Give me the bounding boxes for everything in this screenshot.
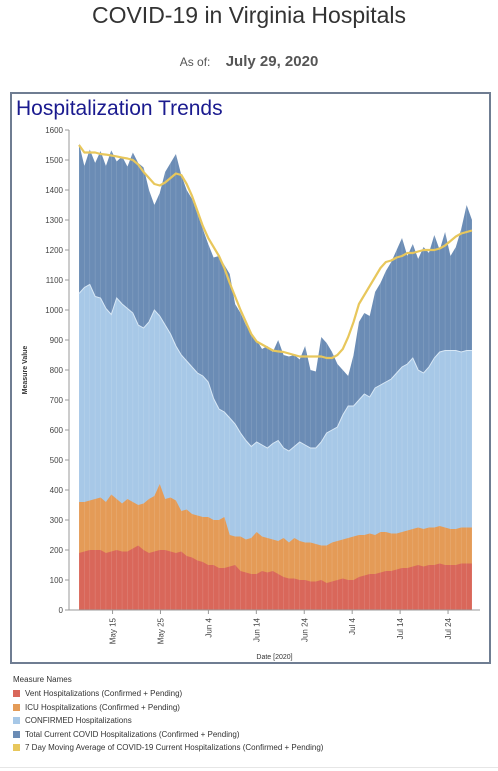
legend-title: Measure Names: [13, 675, 72, 684]
legend-item-icu[interactable]: ICU Hospitalizations (Confirmed + Pendin…: [13, 701, 323, 715]
y-tick-label: 1300: [45, 216, 63, 225]
legend-swatch: [13, 717, 20, 725]
y-tick-label: 100: [50, 576, 64, 585]
y-tick-label: 700: [50, 396, 64, 405]
y-tick-label: 400: [50, 486, 64, 495]
legend-swatch: [13, 690, 20, 698]
panel-title: Hospitalization Trends: [16, 97, 223, 120]
y-tick-label: 1600: [45, 126, 63, 135]
y-tick-label: 1000: [45, 306, 63, 315]
y-tick-label: 500: [50, 456, 64, 465]
y-axis-title: Measure Value: [22, 346, 29, 395]
x-tick-label: May 25: [156, 617, 165, 644]
legend-label: Total Current COVID Hospitalizations (Co…: [25, 729, 240, 739]
x-tick-label: Jul 14: [396, 617, 405, 639]
hospitalization-trends-chart: 0 100 200 300 400 500 600 700 800 900 1000 1100 1200…: [22, 126, 480, 661]
legend-item-moving-average[interactable]: 7 Day Moving Average of COVID-19 Current…: [13, 741, 323, 755]
as-of-label: As of:: [179, 55, 211, 69]
y-tick-label: 1500: [45, 156, 63, 165]
legend-swatch: [13, 730, 20, 738]
divider: [0, 767, 498, 768]
x-axis-title: Date [2020]: [256, 654, 292, 661]
x-tick-label: May 15: [109, 617, 118, 644]
y-tick-label: 600: [50, 426, 64, 435]
x-tick-label: Jun 4: [204, 617, 213, 637]
x-tick-label: Jul 4: [348, 617, 357, 634]
x-tick-label: Jun 24: [300, 617, 309, 642]
y-tick-label: 0: [59, 606, 64, 615]
y-tick-label: 1100: [46, 276, 64, 285]
legend-label: ICU Hospitalizations (Confirmed + Pendin…: [25, 702, 180, 712]
as-of-date: July 29, 2020: [225, 53, 319, 70]
legend: Measure Names Vent Hospitalizations (Con…: [13, 675, 323, 755]
legend-label: 7 Day Moving Average of COVID-19 Current…: [25, 743, 324, 753]
legend-swatch: [13, 703, 20, 711]
area-series: [79, 545, 472, 610]
y-tick-label: 300: [50, 516, 64, 525]
y-tick-label: 800: [50, 366, 64, 375]
y-tick-label: 1400: [45, 186, 63, 195]
moving-average-line: [78, 144, 473, 360]
y-tick-label: 200: [50, 546, 64, 555]
as-of-row: As of: July 29, 2020: [0, 53, 498, 70]
legend-item-confirmed[interactable]: CONFIRMED Hospitalizations: [13, 714, 323, 728]
confirmed-outline: [78, 283, 472, 452]
legend-label: Vent Hospitalizations (Confirmed + Pendi…: [25, 689, 183, 699]
hospitalization-trends-panel: Hospitalization Trends 0 100 200 300 400 500 6…: [10, 92, 491, 664]
legend-swatch: [13, 744, 20, 752]
x-tick-label: Jul 24: [444, 617, 453, 639]
y-tick-label: 1200: [45, 246, 63, 255]
legend-label: CONFIRMED Hospitalizations: [25, 716, 132, 726]
x-tick-label: Jun 14: [252, 617, 261, 642]
y-tick-label: 900: [50, 336, 64, 345]
legend-item-total[interactable]: Total Current COVID Hospitalizations (Co…: [13, 728, 323, 742]
page-title: COVID-19 in Virginia Hospitals: [91, 2, 407, 28]
legend-item-vent[interactable]: Vent Hospitalizations (Confirmed + Pendi…: [13, 687, 323, 701]
